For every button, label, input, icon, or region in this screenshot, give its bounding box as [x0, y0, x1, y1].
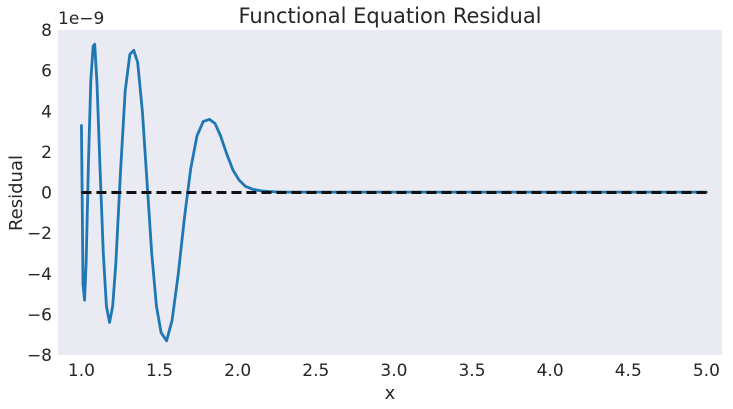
y-axis-label: Residual — [6, 155, 27, 231]
x-tick-label: 1.0 — [68, 361, 95, 381]
y-tick-label: −8 — [27, 346, 52, 366]
y-tick-label: −4 — [27, 265, 52, 285]
y-tick-label: −2 — [27, 224, 52, 244]
series-layer — [80, 42, 708, 343]
x-tick-label: 4.0 — [537, 361, 564, 381]
x-axis-label: x — [385, 383, 396, 404]
x-tick-label: 1.5 — [146, 361, 173, 381]
y-tick-label: 4 — [41, 102, 52, 122]
chart-title: Functional Equation Residual — [238, 4, 541, 28]
y-tick-label: 2 — [41, 143, 52, 163]
y-tick-label: 6 — [41, 62, 52, 82]
x-tick-label: 5.0 — [693, 361, 720, 381]
y-offset-label: 1e−9 — [58, 9, 104, 29]
x-tick-label: 4.5 — [615, 361, 642, 381]
y-tick-label: 0 — [41, 184, 52, 204]
x-tick-label: 2.5 — [302, 361, 329, 381]
x-tick-label: 3.5 — [458, 361, 485, 381]
y-tick-labels: −8 −6 −4 −2 0 2 4 6 8 — [27, 21, 52, 366]
x-tick-label: 2.0 — [224, 361, 251, 381]
y-tick-label: 8 — [41, 21, 52, 41]
y-tick-label: −6 — [27, 305, 52, 325]
x-tick-label: 3.0 — [380, 361, 407, 381]
x-tick-labels: 1.0 1.5 2.0 2.5 3.0 3.5 4.0 4.5 5.0 — [68, 361, 720, 381]
